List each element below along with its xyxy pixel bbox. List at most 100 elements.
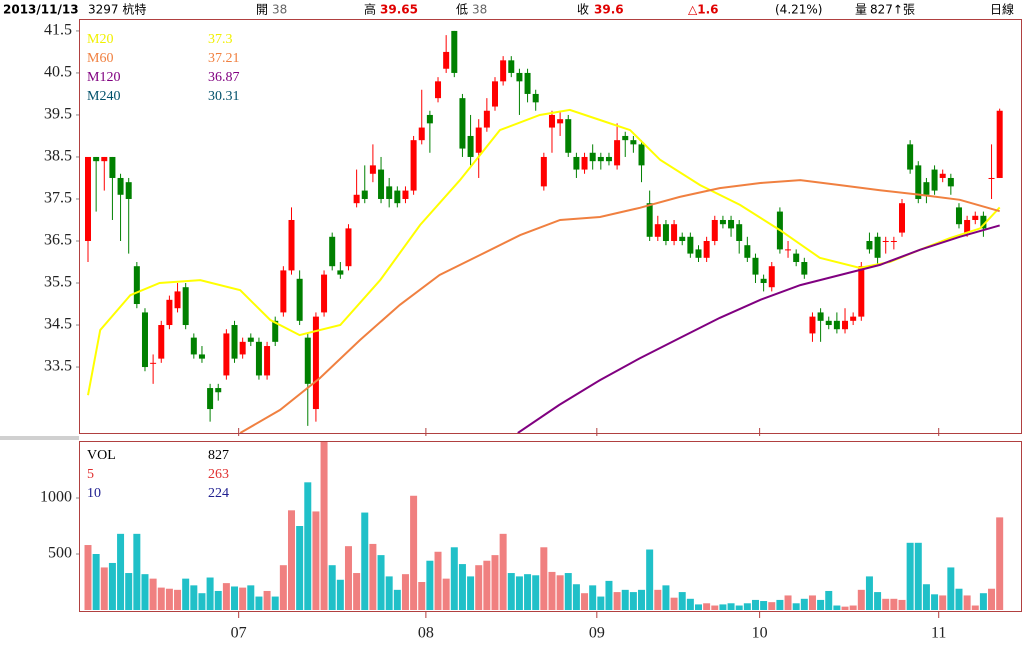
volume-bar: [361, 512, 369, 610]
candle-body: [402, 190, 409, 199]
y-tick-label: 38.5: [44, 148, 72, 165]
candle-body: [711, 219, 718, 241]
candle-body: [304, 337, 311, 384]
volume-bar: [646, 549, 654, 610]
volume-bar: [206, 577, 214, 610]
candle-body: [540, 156, 547, 187]
candle-body: [158, 325, 165, 359]
x-tick-label: 08: [418, 625, 434, 642]
candle-body: [866, 240, 873, 250]
field-label: 開: [256, 3, 268, 17]
candle-body: [288, 219, 295, 271]
legend-name: 5: [87, 467, 94, 482]
volume-bar: [279, 565, 287, 610]
candle-body: [947, 177, 954, 187]
candle-body: [671, 224, 678, 241]
candle-body: [654, 224, 661, 237]
candle-body: [255, 341, 262, 376]
volume-bar: [491, 555, 499, 610]
volume-bar: [564, 573, 572, 610]
volume-bar: [792, 603, 800, 610]
candle-body: [548, 114, 555, 128]
volume-bar: [524, 574, 532, 610]
volume-bar: [914, 542, 922, 610]
candle-body: [597, 156, 604, 162]
volume-bar: [988, 588, 996, 610]
field-value: 38: [272, 3, 287, 17]
volume-bar: [800, 598, 808, 610]
volume-bar: [418, 582, 426, 610]
legend-value: 827: [208, 448, 229, 463]
candle-body: [719, 219, 726, 225]
volume-bar: [401, 574, 409, 610]
volume-bar: [410, 495, 418, 610]
ma-line: [517, 224, 1000, 433]
volume-bar: [662, 585, 670, 610]
candle-body: [174, 291, 181, 309]
candle-body: [557, 119, 564, 124]
volume-bar: [955, 588, 963, 610]
candle-body: [125, 182, 132, 199]
volume-bar: [629, 592, 637, 610]
date: 2013/11/13: [3, 3, 79, 17]
volume-bar: [882, 598, 890, 610]
y-tick-label: 33.5: [44, 358, 72, 375]
candle-body: [972, 215, 979, 220]
legend-value: 30.31: [208, 89, 240, 104]
volume-bar: [979, 593, 987, 610]
volume-bar: [922, 584, 930, 610]
candle-body: [532, 93, 539, 103]
candle-body: [190, 337, 197, 355]
candle-body: [198, 354, 205, 359]
candle-body: [426, 114, 433, 124]
candle-body: [353, 194, 360, 204]
x-tick-label: 11: [931, 625, 946, 642]
volume-bar: [442, 578, 450, 610]
period: 日線: [990, 2, 1014, 17]
candle-body: [638, 144, 645, 166]
volume-bar: [296, 526, 304, 610]
volume-bar: [808, 595, 816, 610]
volume-bar: [605, 580, 613, 610]
volume-bar: [385, 576, 393, 610]
volume-bar: [393, 589, 401, 610]
legend-name: M240: [87, 89, 120, 104]
field-value: 38: [472, 3, 487, 17]
candle-body: [687, 236, 694, 254]
candle-body: [231, 325, 238, 359]
candle-body: [418, 127, 425, 141]
field-value: 39.65: [380, 3, 418, 17]
volume-bar: [157, 587, 165, 610]
y-tick-label: 37.5: [44, 190, 72, 207]
volume-bar: [92, 554, 100, 610]
price-panel: [79, 19, 1022, 434]
candle-body: [752, 257, 759, 275]
candle-body: [858, 266, 865, 317]
field-label: 低: [456, 3, 468, 17]
field-label: 收: [577, 3, 589, 17]
candle-body: [483, 110, 490, 128]
candle-body: [93, 156, 100, 162]
ma-line: [87, 108, 1001, 396]
legend-name: M120: [87, 70, 120, 85]
volume-panel: [79, 441, 1022, 612]
legend-value: 263: [208, 467, 229, 482]
volume-bar: [874, 592, 882, 610]
candle-body: [988, 177, 995, 179]
candle-body: [459, 98, 466, 149]
candle-body: [842, 320, 849, 330]
candle-body: [223, 333, 230, 376]
candle-body: [695, 249, 702, 258]
volume-bar: [108, 562, 116, 610]
change: △1.6: [688, 3, 719, 17]
volume-bar: [890, 598, 898, 610]
volume-bar: [84, 545, 92, 610]
volume-bar: [174, 589, 182, 610]
y-tick-label: 40.5: [44, 64, 72, 81]
candle-body: [833, 320, 840, 330]
volume-bar: [849, 605, 857, 610]
volume-bar: [963, 595, 971, 610]
separator: [0, 436, 79, 440]
candle-body: [728, 219, 735, 229]
